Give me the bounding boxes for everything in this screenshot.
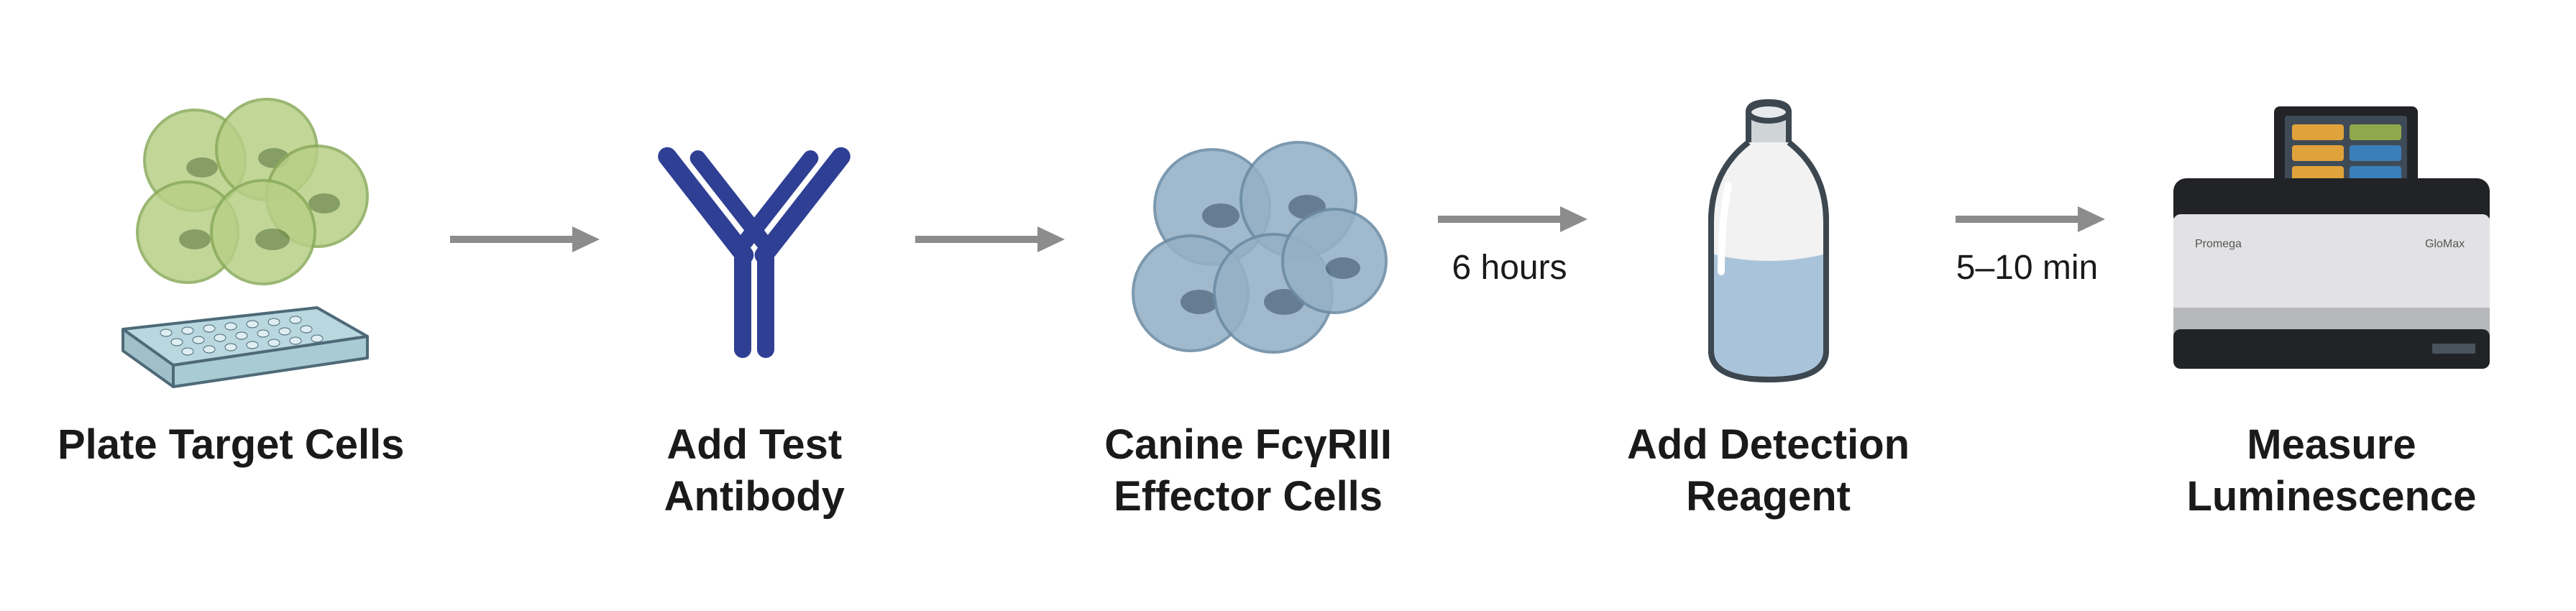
arrow-icon [443, 218, 601, 261]
luminometer-icon: Promega GloMax [2145, 88, 2518, 398]
step-effector-cells: Canine FcγRIII Effector Cells [1104, 88, 1392, 523]
svg-text:GloMax: GloMax [2425, 238, 2465, 250]
step-label: Measure Luminescence [2186, 419, 2476, 523]
step-label: Canine FcγRIII Effector Cells [1104, 419, 1392, 523]
step-label: Add Test Antibody [664, 419, 845, 523]
svg-text:Promega: Promega [2195, 238, 2242, 250]
label-line1: Canine FcγRIII [1104, 421, 1392, 468]
arrow-1 [436, 88, 608, 398]
label-line2: Effector Cells [1114, 473, 1383, 520]
label-line2: Reagent [1686, 473, 1851, 520]
workflow-row: Plate Target Cells [58, 88, 2518, 523]
arrow-annotation: 5–10 min [1956, 248, 2098, 288]
arrow-icon [1431, 198, 1589, 241]
label-line1: Measure [2247, 421, 2416, 468]
antibody-icon [639, 88, 869, 398]
arrow-annotation: 6 hours [1452, 248, 1567, 288]
step-add-detection-reagent: Add Detection Reagent [1627, 88, 1910, 523]
label-line1: Add Detection [1627, 421, 1910, 468]
reagent-bottle-icon [1668, 88, 1869, 398]
label-line1: Plate Target Cells [58, 421, 404, 468]
label-line2: Antibody [664, 473, 845, 520]
arrow-4: 5–10 min [1941, 88, 2114, 398]
effector-cells-icon [1104, 88, 1392, 398]
label-line1: Add Test [666, 421, 842, 468]
step-plate-target-cells: Plate Target Cells [58, 88, 404, 472]
arrow-2 [901, 88, 1073, 398]
target-cells-icon [80, 88, 382, 398]
arrow-icon [908, 218, 1066, 261]
arrow-icon [1948, 198, 2107, 241]
step-label: Add Detection Reagent [1627, 419, 1910, 523]
step-measure-luminescence: Promega GloMax Measure Luminescence [2145, 88, 2518, 523]
arrow-3: 6 hours [1424, 88, 1596, 398]
step-add-test-antibody: Add Test Antibody [639, 88, 869, 523]
step-label: Plate Target Cells [58, 419, 404, 472]
workflow-diagram: Plate Target Cells [0, 0, 2576, 611]
label-line2: Luminescence [2186, 473, 2476, 520]
